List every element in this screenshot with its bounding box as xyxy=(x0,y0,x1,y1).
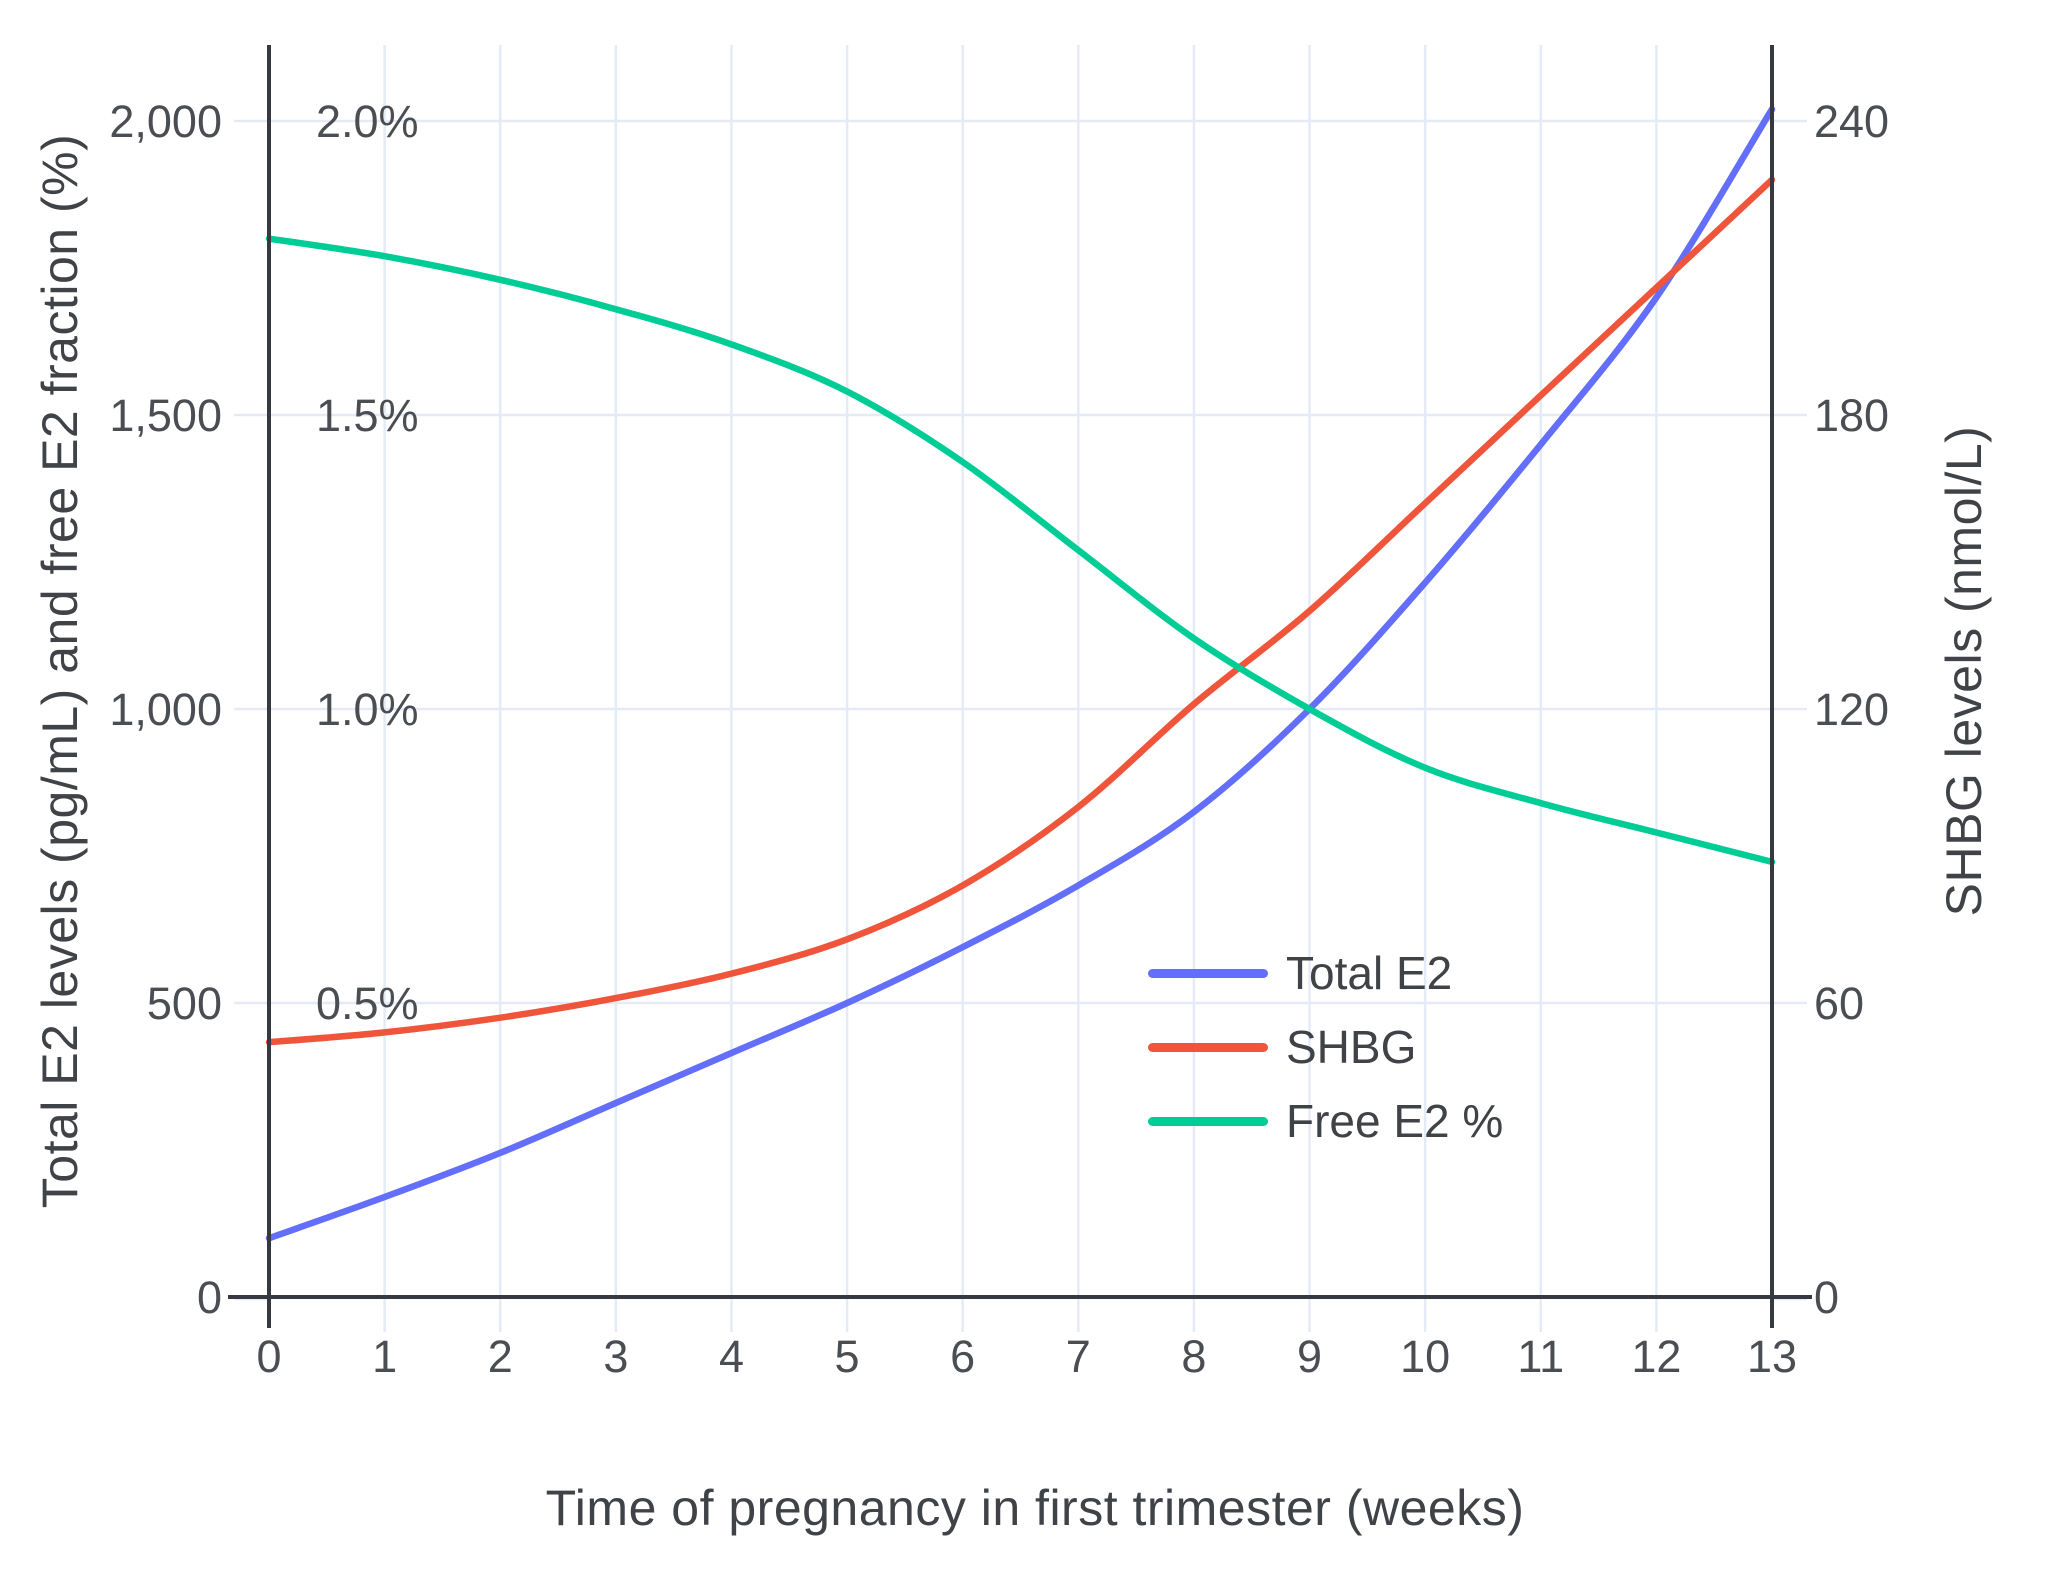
y-right-tick-label: 0 xyxy=(1814,1272,1839,1323)
y-left-tick-label: 1,500 xyxy=(109,390,222,441)
x-tick-label: 7 xyxy=(1066,1331,1091,1382)
y-left-tick-label: 1,000 xyxy=(109,684,222,735)
y-right-tick-label: 180 xyxy=(1814,390,1889,441)
axes xyxy=(228,45,1812,1328)
x-tick-label: 0 xyxy=(256,1331,281,1382)
x-tick-label: 9 xyxy=(1297,1331,1322,1382)
x-tick-label: 3 xyxy=(603,1331,628,1382)
percent-tick-label: 2.0% xyxy=(316,96,419,147)
legend: Total E2 SHBG Free E2 % xyxy=(1148,950,1503,1172)
x-tick-label: 1 xyxy=(372,1331,397,1382)
x-axis-title: Time of pregnancy in first trimester (we… xyxy=(545,1480,1525,1536)
shbg-swatch xyxy=(1148,1042,1268,1052)
percent-tick-label: 1.0% xyxy=(316,684,419,735)
x-tick-label: 13 xyxy=(1747,1331,1797,1382)
legend-item-total-e2[interactable]: Total E2 xyxy=(1148,950,1503,996)
series-curves xyxy=(265,105,1776,1242)
x-tick-label: 2 xyxy=(488,1331,513,1382)
x-tick-label: 10 xyxy=(1400,1331,1450,1382)
x-tick-label: 12 xyxy=(1631,1331,1681,1382)
tick-labels: 05001,0001,5002,0000.5%1.0%1.5%2.0%06012… xyxy=(109,96,1889,1382)
free-e2-line xyxy=(265,235,1776,866)
x-tick-label: 11 xyxy=(1517,1331,1564,1382)
free-e2-swatch xyxy=(1148,1116,1268,1126)
y-left-tick-label: 2,000 xyxy=(109,96,222,147)
total-e2-swatch xyxy=(1148,968,1268,978)
y-left-tick-label: 0 xyxy=(197,1272,222,1323)
total-e2-line xyxy=(265,105,1776,1242)
x-tick-label: 6 xyxy=(950,1331,975,1382)
legend-label-total-e2: Total E2 xyxy=(1286,947,1453,999)
shbg-line xyxy=(265,176,1776,1046)
y-right-tick-label: 120 xyxy=(1814,684,1889,735)
x-tick-label: 5 xyxy=(835,1331,860,1382)
percent-tick-label: 1.5% xyxy=(316,390,419,441)
x-tick-label: 4 xyxy=(719,1331,744,1382)
y-right-axis-title: SHBG levels (nmol/L) xyxy=(1936,425,1992,917)
legend-item-free-e2[interactable]: Free E2 % xyxy=(1148,1098,1503,1144)
percent-tick-label: 0.5% xyxy=(316,978,419,1029)
legend-label-free-e2: Free E2 % xyxy=(1286,1095,1504,1147)
legend-label-shbg: SHBG xyxy=(1286,1021,1417,1073)
y-left-tick-label: 500 xyxy=(147,978,222,1029)
y-right-tick-label: 240 xyxy=(1814,96,1889,147)
gridlines xyxy=(234,45,1807,1332)
y-left-axis-title: Total E2 levels (pg/mL) and free E2 frac… xyxy=(32,133,88,1209)
y-right-tick-label: 60 xyxy=(1814,978,1864,1029)
x-tick-label: 8 xyxy=(1181,1331,1206,1382)
legend-item-shbg[interactable]: SHBG xyxy=(1148,1024,1503,1070)
